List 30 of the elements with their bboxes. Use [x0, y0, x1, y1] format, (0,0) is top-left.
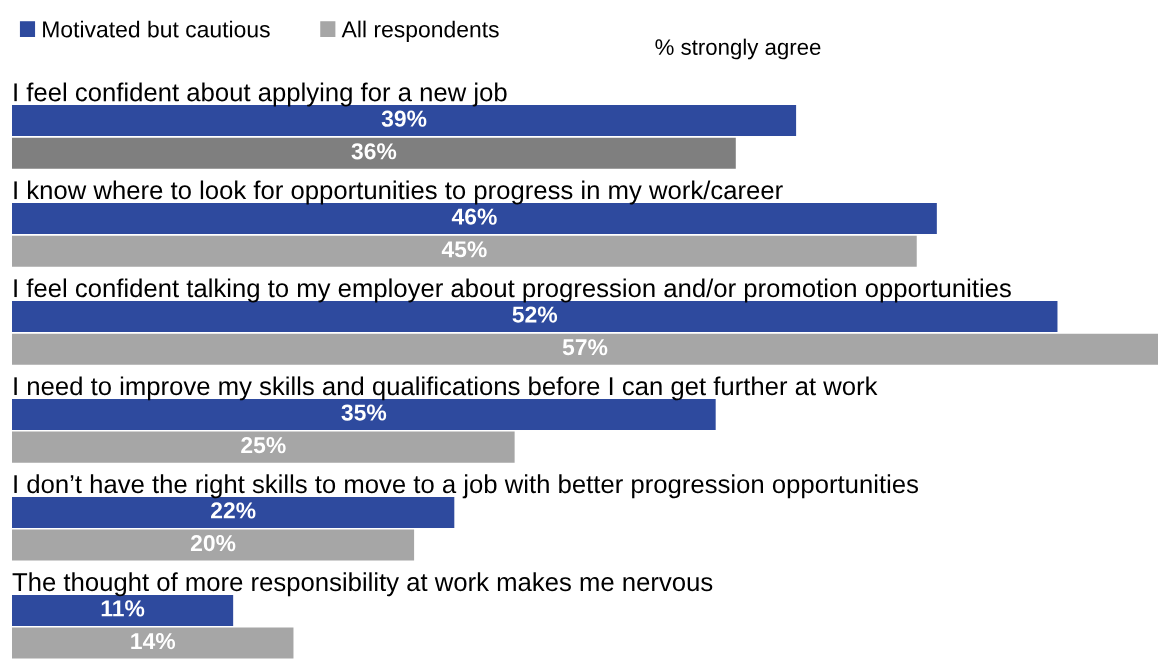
bar: [12, 301, 1058, 333]
data-label: 52%: [512, 306, 558, 323]
data-label: 45%: [441, 241, 487, 258]
legend-label: Motivated but cautious: [43, 20, 270, 38]
text: % strongly agree: [655, 38, 821, 60]
bar: [12, 137, 736, 169]
data-label: 35%: [341, 404, 387, 421]
bar: [12, 235, 917, 267]
data-label: 20%: [190, 535, 236, 552]
data-label: 46%: [451, 208, 497, 225]
bar: [12, 105, 797, 137]
y-tick-label: The thought of more responsibility at work makes me nervous: [12, 572, 713, 597]
data-label: 22%: [211, 502, 256, 519]
y-tick-label: I feel confident talking to my employer about progression and/or promotion opportunities: [14, 278, 1011, 303]
data-label: 36%: [351, 143, 397, 160]
data-label: 11%: [101, 600, 145, 617]
bar: [12, 627, 294, 659]
bar: [12, 529, 415, 561]
y-tick-label: I need to improve my skills and qualifications before I can get further at work: [14, 376, 878, 401]
bar: [12, 431, 515, 463]
data-label: 39%: [381, 110, 427, 127]
data-label: 25%: [241, 437, 286, 454]
bar: [12, 333, 1158, 365]
bar: [12, 203, 937, 235]
y-tick-label: I know where to look for opportunities to progress in my work/career: [14, 180, 783, 205]
y-tick-label: I don’t have the right skills to move to a job with better progression opportunities: [14, 474, 919, 499]
y-tick-label: I feel confident about applying for a new job: [14, 82, 507, 107]
data-label: 14%: [131, 633, 176, 650]
data-label: 57%: [562, 339, 608, 356]
legend-label: All respondents: [341, 20, 499, 42]
